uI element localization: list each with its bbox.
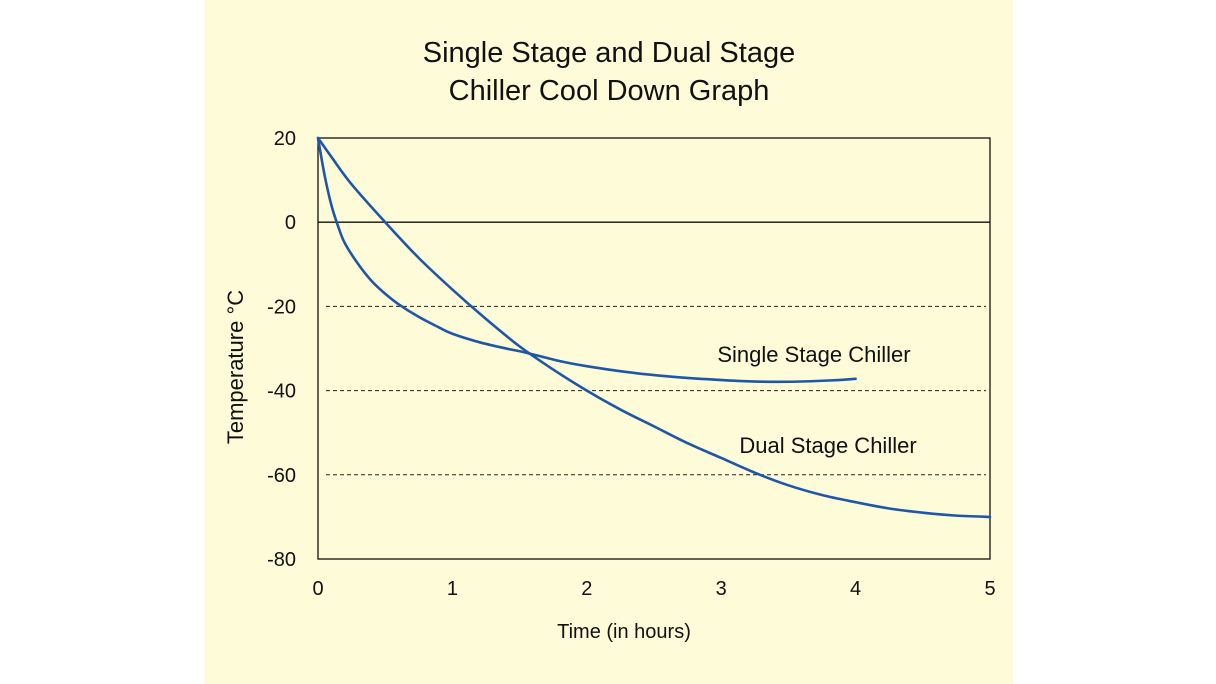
x-axis-label: Time (in hours) [557,621,691,643]
y-tick-labels: 20 0 -20 -40 -60 -80 [267,128,296,571]
dual-stage-line [316,136,992,519]
chart-title-line-1: Single Stage and Dual Stage [422,37,796,69]
chart-title-line-2: Chiller Cool Down Graph [448,75,770,107]
series-layer [316,136,992,519]
single-stage-line [316,136,857,384]
dual-stage-annotation: Dual Stage Chiller [739,433,916,458]
x-tick-label: 5 [984,578,995,600]
y-tick-label: -80 [267,549,296,571]
chart-title: Single Stage and Dual Stage Chiller Cool… [205,34,1013,110]
grid-layer [318,221,990,476]
y-tick-label: -40 [267,381,296,403]
y-tick-label: -20 [267,296,296,318]
y-tick-label: -60 [267,465,296,487]
single-stage-annotation: Single Stage Chiller [717,342,910,367]
y-tick-label: 20 [274,128,296,150]
y-tick-label: 0 [285,212,296,234]
plot-frame [317,137,991,560]
x-tick-label: 1 [447,578,458,600]
x-tick-label: 4 [850,578,861,600]
y-axis-label: Temperature °C [223,290,248,444]
x-tick-label: 3 [716,578,727,600]
x-tick-label: 0 [312,578,323,600]
x-tick-labels: 0 1 2 3 4 5 [312,578,995,600]
chart-background [205,0,1013,684]
x-tick-label: 2 [581,578,592,600]
